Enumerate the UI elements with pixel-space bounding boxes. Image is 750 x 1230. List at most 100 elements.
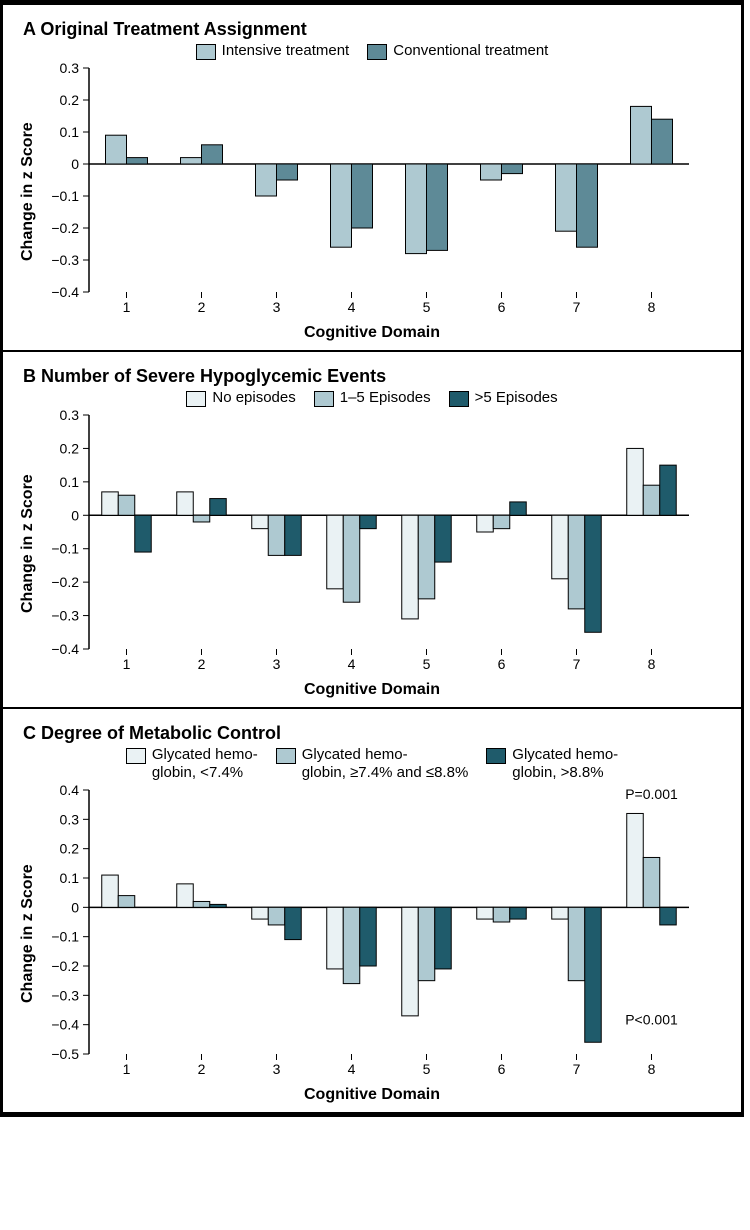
- svg-text:8: 8: [648, 299, 656, 315]
- svg-text:4: 4: [348, 656, 356, 672]
- bar: [568, 515, 585, 609]
- bar: [193, 901, 210, 907]
- svg-text:−0.4: −0.4: [51, 641, 79, 657]
- bar: [510, 502, 527, 515]
- legend-item: 1–5 Episodes: [314, 389, 431, 407]
- svg-text:0.1: 0.1: [60, 870, 80, 886]
- svg-text:5: 5: [423, 299, 431, 315]
- chart-wrap: Change in z Score−0.4−0.3−0.2−0.100.10.2…: [17, 62, 727, 322]
- bar: [568, 907, 585, 980]
- svg-text:0.1: 0.1: [60, 124, 80, 140]
- bar: [127, 158, 148, 164]
- chart-wrap: Change in z Score−0.5−0.4−0.3−0.2−0.100.…: [17, 784, 727, 1084]
- svg-text:0.3: 0.3: [60, 811, 80, 827]
- bar: [627, 448, 644, 515]
- svg-text:−0.3: −0.3: [51, 252, 79, 268]
- bar: [210, 499, 227, 516]
- svg-text:−0.4: −0.4: [51, 1017, 79, 1033]
- bar: [327, 515, 344, 589]
- bar: [481, 164, 502, 180]
- legend-label: Intensive treatment: [222, 42, 350, 60]
- svg-text:−0.1: −0.1: [51, 188, 79, 204]
- panel-A: A Original Treatment AssignmentIntensive…: [3, 5, 741, 352]
- annotation: P=0.001: [625, 786, 678, 802]
- svg-text:0.2: 0.2: [60, 440, 80, 456]
- svg-text:8: 8: [648, 656, 656, 672]
- svg-text:2: 2: [198, 656, 206, 672]
- y-axis-label: Change in z Score: [17, 62, 39, 322]
- bar: [210, 904, 227, 907]
- bar: [418, 907, 435, 980]
- panel-title: C Degree of Metabolic Control: [23, 723, 727, 744]
- svg-text:−0.3: −0.3: [51, 608, 79, 624]
- chart-svg: −0.5−0.4−0.3−0.2−0.100.10.20.30.41234567…: [39, 784, 699, 1084]
- bar: [627, 813, 644, 907]
- bar: [102, 875, 119, 907]
- bar: [477, 907, 494, 919]
- bar: [177, 492, 194, 515]
- svg-text:6: 6: [498, 656, 506, 672]
- legend-item: No episodes: [186, 389, 295, 407]
- bar: [177, 884, 194, 907]
- bar: [181, 158, 202, 164]
- bar: [552, 907, 569, 919]
- legend-swatch: [126, 748, 146, 764]
- legend-label: 1–5 Episodes: [340, 389, 431, 407]
- svg-text:−0.1: −0.1: [51, 541, 79, 557]
- legend-swatch: [449, 391, 469, 407]
- svg-text:−0.3: −0.3: [51, 987, 79, 1003]
- svg-text:6: 6: [498, 299, 506, 315]
- svg-text:−0.2: −0.2: [51, 574, 79, 590]
- svg-text:8: 8: [648, 1061, 656, 1077]
- annotation: P<0.001: [625, 1012, 678, 1028]
- bar: [360, 515, 377, 528]
- svg-text:−0.2: −0.2: [51, 220, 79, 236]
- y-axis-label: Change in z Score: [17, 409, 39, 679]
- svg-text:1: 1: [123, 1061, 131, 1077]
- svg-text:2: 2: [198, 1061, 206, 1077]
- bar: [477, 515, 494, 532]
- svg-text:0.2: 0.2: [60, 841, 80, 857]
- bar: [556, 164, 577, 231]
- bar: [493, 907, 510, 922]
- bar: [327, 907, 344, 969]
- bar: [135, 515, 152, 552]
- bar: [102, 492, 119, 515]
- bar: [343, 515, 360, 602]
- bar: [418, 515, 435, 599]
- svg-text:5: 5: [423, 1061, 431, 1077]
- bar: [585, 907, 602, 1042]
- chart-wrap: Change in z Score−0.4−0.3−0.2−0.100.10.2…: [17, 409, 727, 679]
- svg-text:−0.5: −0.5: [51, 1046, 79, 1062]
- bar: [502, 164, 523, 174]
- x-axis-label: Cognitive Domain: [17, 324, 727, 342]
- legend-item: >5 Episodes: [449, 389, 558, 407]
- bar: [585, 515, 602, 632]
- chart-svg: −0.4−0.3−0.2−0.100.10.20.312345678: [39, 409, 699, 679]
- svg-text:0: 0: [71, 156, 79, 172]
- svg-text:0: 0: [71, 899, 79, 915]
- bar: [252, 515, 269, 528]
- bar: [435, 907, 452, 969]
- figure-container: A Original Treatment AssignmentIntensive…: [0, 0, 744, 1117]
- bar: [406, 164, 427, 254]
- svg-text:−0.2: −0.2: [51, 958, 79, 974]
- legend-item: Conventional treatment: [367, 42, 548, 60]
- bar: [256, 164, 277, 196]
- x-axis-label: Cognitive Domain: [17, 681, 727, 699]
- bar: [277, 164, 298, 180]
- bar: [252, 907, 269, 919]
- bar: [193, 515, 210, 522]
- bar: [402, 515, 419, 619]
- bar: [352, 164, 373, 228]
- svg-text:0.1: 0.1: [60, 474, 80, 490]
- legend-label: Glycated hemo-globin, ≥7.4% and ≤8.8%: [302, 746, 469, 782]
- bar: [285, 515, 302, 555]
- svg-text:6: 6: [498, 1061, 506, 1077]
- legend-item: Intensive treatment: [196, 42, 350, 60]
- bar: [427, 164, 448, 250]
- bar: [202, 145, 223, 164]
- bar: [552, 515, 569, 579]
- bar: [402, 907, 419, 1016]
- bar: [106, 135, 127, 164]
